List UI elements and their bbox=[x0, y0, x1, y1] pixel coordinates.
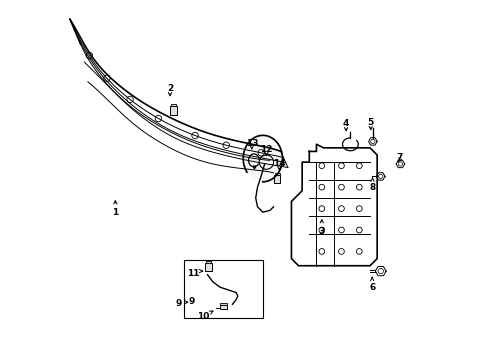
Bar bbox=[274, 175, 280, 183]
Text: 11: 11 bbox=[187, 269, 200, 278]
Bar bbox=[171, 104, 176, 106]
Text: 3: 3 bbox=[318, 226, 325, 235]
Text: 2: 2 bbox=[167, 84, 173, 93]
Bar bbox=[170, 106, 177, 115]
Text: 6: 6 bbox=[369, 283, 375, 292]
Text: 8: 8 bbox=[369, 183, 376, 192]
Text: 10: 10 bbox=[197, 312, 210, 321]
Text: 5: 5 bbox=[368, 118, 374, 127]
Text: 9: 9 bbox=[176, 299, 182, 308]
Text: 7: 7 bbox=[397, 153, 403, 162]
Text: 1: 1 bbox=[112, 208, 119, 217]
Text: 14: 14 bbox=[273, 159, 286, 168]
Polygon shape bbox=[243, 135, 283, 182]
Bar bbox=[220, 305, 227, 309]
Bar bbox=[274, 172, 280, 175]
Bar bbox=[220, 303, 227, 305]
Bar bbox=[206, 261, 211, 264]
Text: 12: 12 bbox=[260, 145, 272, 154]
Text: 4: 4 bbox=[343, 120, 349, 129]
Text: 13: 13 bbox=[245, 139, 258, 148]
Text: 9: 9 bbox=[189, 297, 196, 306]
Bar bbox=[205, 264, 212, 271]
